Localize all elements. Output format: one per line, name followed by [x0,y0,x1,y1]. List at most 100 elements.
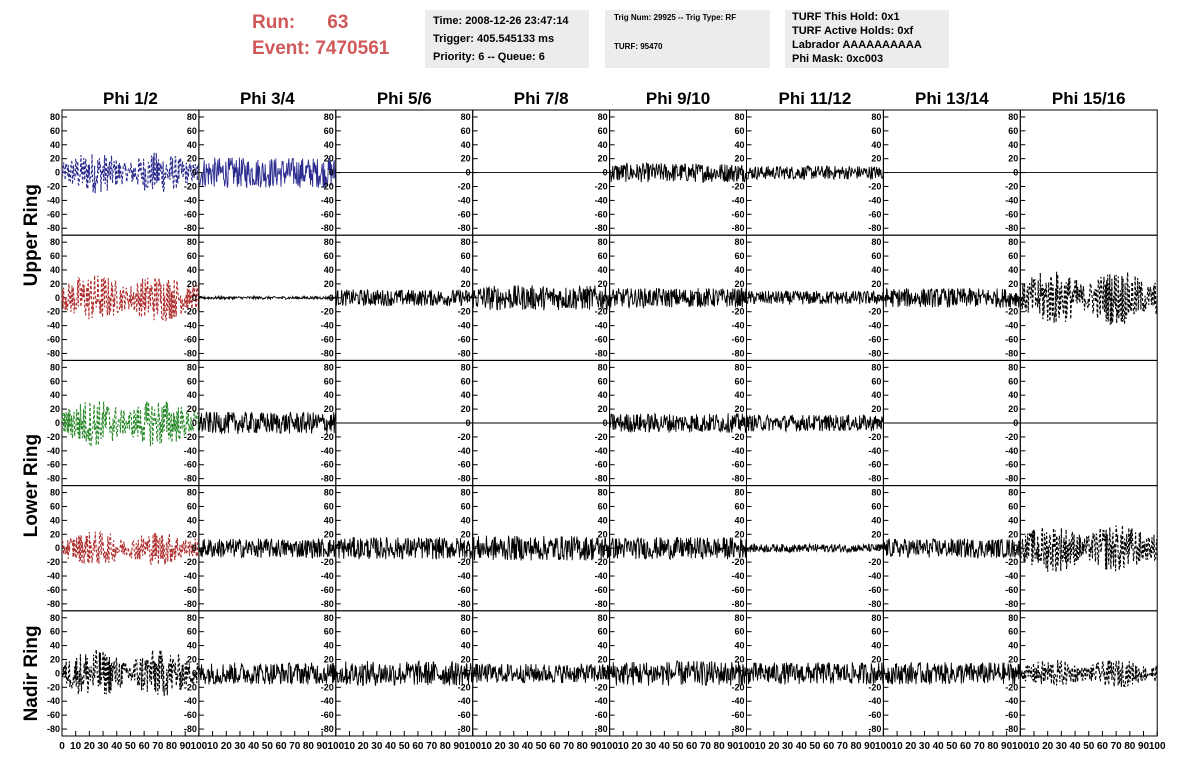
y-tick-label: -80 [184,724,197,734]
x-tick-label: 70 [152,741,164,752]
y-tick-label: 0 [876,543,881,553]
x-tick-label: 90 [590,741,602,752]
waveform-panel: -80 -60 -40 -20 0 20 40 60 80 [184,359,337,487]
y-tick-label: 60 [187,251,197,261]
waveform-trace [61,400,200,447]
y-tick-label: -40 [184,446,197,456]
x-tick-label: 60 [139,741,151,752]
x-tick-label: 50 [125,741,137,752]
y-tick-label: -40 [868,321,881,331]
waveform-trace [1019,525,1158,572]
x-tick-label: 40 [796,741,808,752]
y-tick-label: 0 [603,168,608,178]
panel-frame [1019,234,1158,361]
y-tick-label: 80 [50,362,60,372]
y-tick-label: 0 [466,543,471,553]
y-tick-label: 80 [461,362,471,372]
y-tick-label: 80 [871,237,881,247]
y-tick-label: 80 [461,488,471,498]
waveform-panel: -80 -60 -40 -20 0 20 40 60 80 [458,359,611,487]
y-tick-label: -40 [184,195,197,205]
y-tick-label: -20 [1005,432,1018,442]
y-tick-label: -60 [595,710,608,720]
y-tick-label: 40 [734,140,744,150]
y-tick-label: 80 [50,613,60,623]
y-tick-label: -80 [868,223,881,233]
x-tick-label: 10 [207,741,219,752]
y-tick-label: 0 [192,168,197,178]
y-tick-label: -40 [731,321,744,331]
y-tick-label: -20 [1005,682,1018,692]
y-tick-label: 20 [324,404,334,414]
y-tick-label: -60 [458,209,471,219]
y-tick-label: 0 [55,168,60,178]
y-tick-label: -80 [595,474,608,484]
x-tick-label: 40 [385,741,397,752]
y-tick-label: 80 [1008,488,1018,498]
run-value: 63 [327,12,349,33]
x-tick-label: 10 [892,741,904,752]
column-title: Phi 13/14 [915,89,989,108]
y-tick-label: 20 [461,154,471,164]
y-tick-label: -20 [321,682,334,692]
y-tick-label: -80 [47,724,60,734]
y-tick-label: -60 [595,460,608,470]
y-tick-label: -60 [868,710,881,720]
y-tick-label: 20 [871,529,881,539]
y-tick-label: -20 [458,182,471,192]
waveform-panel: -80 -60 -40 -20 0 20 40 60 80 [731,485,884,612]
waveform-panel: -80 -60 -40 -20 0 20 40 60 80 [321,109,474,236]
y-tick-label: 0 [739,293,744,303]
waveform-trace [198,410,337,435]
x-tick-label: 80 [714,741,726,752]
waveform-trace [609,537,747,561]
waveform-panel: -80 -60 -40 -20 0 20 40 60 80 [868,610,1021,737]
waveform-panel: -80 -60 -40 -20 0 20 40 60 80 [184,485,337,612]
y-tick-label: 60 [187,126,197,136]
y-tick-label: -20 [458,307,471,317]
y-tick-label: -60 [47,335,60,345]
y-tick-label: 20 [734,529,744,539]
y-tick-label: -60 [868,585,881,595]
x-tick-label: 80 [987,741,999,752]
y-tick-label: 20 [187,279,197,289]
x-tick-label: 30 [645,741,657,752]
y-tick-label: 40 [461,390,471,400]
y-tick-label: 80 [734,613,744,623]
y-tick-label: 60 [187,627,197,637]
waveform-trace [882,538,1021,560]
info-turf-hold-line: TURF This Hold: 0x1 [792,11,900,23]
x-tick-label: 10 [344,741,356,752]
x-tick-label: 10 [618,741,630,752]
y-tick-label: 60 [461,501,471,511]
y-tick-label: -60 [595,335,608,345]
y-tick-label: 80 [461,613,471,623]
waveform-trace [61,531,200,566]
y-tick-label: 60 [871,627,881,637]
waveform-trace [61,649,200,697]
y-tick-label: -40 [1005,321,1018,331]
waveform-panel: -80 -60 -40 -20 0 20 40 60 80 [731,234,884,361]
waveform-trace [746,413,884,433]
waveform-trace [198,537,337,559]
y-tick-label: -20 [595,307,608,317]
y-tick-label: -60 [731,335,744,345]
y-tick-label: 60 [734,627,744,637]
y-tick-label: -60 [1005,585,1018,595]
waveform-panel: -80 -60 -40 -20 0 20 40 60 80 [868,109,1021,236]
y-tick-label: 80 [734,237,744,247]
y-tick-label: -40 [731,696,744,706]
y-tick-label: 0 [55,543,60,553]
y-tick-label: -60 [458,710,471,720]
column-title: Phi 11/12 [779,89,852,108]
y-tick-label: 20 [50,654,60,664]
x-tick-label: 100 [464,741,481,752]
y-tick-label: -60 [731,710,744,720]
info-turf-box: TURF This Hold: 0x1 TURF Active Holds: 0… [785,10,949,68]
y-tick-label: 80 [871,362,881,372]
y-tick-label: -60 [47,460,60,470]
y-tick-label: 20 [734,154,744,164]
y-tick-label: -40 [868,446,881,456]
y-tick-label: -80 [595,348,608,358]
waveform-trace [882,661,1021,685]
